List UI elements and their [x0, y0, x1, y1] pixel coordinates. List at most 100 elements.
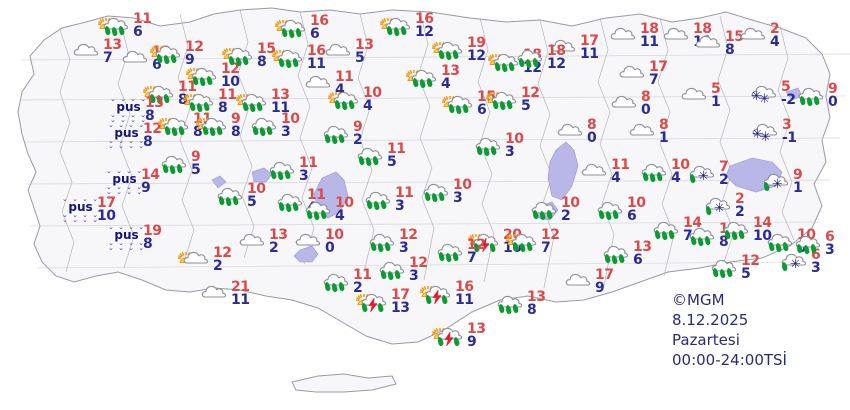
cloud-rain-icon — [592, 198, 626, 222]
min-temperature: 0 — [587, 130, 597, 146]
rain-drop-icon — [617, 253, 626, 263]
station-marker: 158 — [684, 222, 738, 249]
max-temperature: 6 — [811, 247, 821, 263]
min-temperature: 8 — [193, 124, 203, 140]
temperature-pair: 12 3 — [409, 256, 428, 283]
station-marker: 21 11 — [196, 280, 250, 307]
rain-group — [711, 267, 737, 280]
min-temperature: 11 — [271, 100, 290, 116]
min-temperature: 6 — [477, 102, 487, 118]
station-marker: 11 8 — [182, 88, 237, 116]
rain-drop-icon — [498, 100, 507, 110]
cloud-rain-icon — [790, 232, 824, 256]
station-marker: 10 3 — [246, 112, 300, 139]
rain-drop-icon — [447, 103, 456, 113]
rain-drop-icon — [284, 202, 293, 212]
max-temperature: 10 — [325, 227, 344, 243]
rain-drop-icon — [475, 145, 484, 155]
rain-drop-icon — [689, 235, 698, 245]
cloud-icon — [117, 47, 151, 71]
cloud-icon — [629, 122, 655, 136]
rain-group — [795, 243, 821, 256]
max-temperature: 2 — [770, 21, 780, 37]
rain-group — [511, 241, 537, 254]
forecast-period: 00:00-24:00TSİ — [672, 351, 787, 369]
station-marker: 11 5 — [352, 141, 406, 169]
station-marker: 13 9 — [431, 322, 486, 349]
fog-label: pus — [114, 227, 139, 242]
max-temperature: 8 — [659, 117, 669, 133]
rain-drop-icon — [424, 294, 433, 304]
min-temperature: 4 — [671, 170, 681, 186]
rain-drop-icon — [379, 269, 388, 279]
max-temperature: 11 — [387, 141, 406, 157]
rain-drop-icon — [280, 27, 289, 37]
min-temperature: 8 — [145, 108, 155, 124]
temperature-pair: 11 3 — [299, 156, 318, 183]
min-temperature: 2 — [213, 258, 223, 274]
station-marker: 16 12 — [379, 12, 434, 40]
cloud-rain-icon — [526, 198, 560, 222]
rain-drop-icon — [383, 241, 392, 251]
temperature-pair: 19 8 — [143, 223, 162, 251]
min-temperature: 4 — [335, 208, 345, 224]
snowflake-icon: ✳ — [772, 176, 783, 192]
station-marker: 17 11 — [545, 34, 599, 61]
max-temperature: 19 — [143, 223, 162, 239]
cloud-icon — [781, 252, 807, 266]
max-temperature: 17 — [97, 195, 116, 211]
cloud-rain-snow-icon: ✳ — [758, 170, 792, 194]
station-marker: 17 7 — [614, 60, 668, 87]
rain-drop-icon — [169, 53, 178, 63]
max-temperature: 11 — [353, 267, 372, 283]
rain-group — [217, 195, 243, 208]
cloud-rain-snow-icon: ✳ — [700, 194, 734, 218]
station-marker: 10 6 — [592, 196, 646, 223]
sun-cloud-rain-icon — [97, 14, 132, 38]
station-marker: 17 13 — [355, 288, 410, 316]
rain-drop-icon — [103, 25, 112, 35]
fog-icon: ⌄ ⌄ ⌄ ⌄ pus ⌄ ⌄ ⌄ ⌄ ⌄ ⌄ ⌄ ⌄ — [108, 223, 144, 251]
min-temperature: 12 — [415, 24, 434, 40]
rain-group — [603, 253, 629, 266]
rain-drop-icon — [780, 261, 789, 271]
temperature-pair: 16 11 — [455, 280, 474, 307]
max-temperature: 13 — [441, 63, 460, 79]
rain-drop-icon — [611, 209, 620, 219]
rain-group — [689, 235, 715, 248]
rain-drop-icon — [711, 267, 720, 277]
thunder-group — [436, 331, 463, 348]
rain-drop-icon — [452, 336, 461, 346]
rain-drop-icon — [277, 201, 286, 211]
min-temperature: 12 — [467, 48, 486, 64]
rain-drop-icon — [497, 303, 506, 313]
cloud-icon — [73, 42, 99, 56]
rain-group — [385, 25, 411, 38]
rain-group — [411, 77, 437, 90]
cloud-rain-icon — [762, 230, 796, 254]
forecast-weekday: Pazartesi — [672, 331, 740, 349]
rain-drop-icon — [376, 242, 385, 252]
min-temperature: 8 — [218, 100, 228, 116]
station-marker: 14 7 — [648, 216, 702, 243]
min-temperature: 3 — [505, 144, 515, 160]
cloud-rain-icon — [318, 270, 352, 294]
fog-icon: ⌄ ⌄ ⌄ ⌄ pus ⌄ ⌄ ⌄ ⌄ ⌄ ⌄ ⌄ ⌄ — [106, 167, 142, 195]
min-temperature: 3 — [825, 242, 835, 258]
max-temperature: 12 — [399, 227, 418, 243]
station-marker: ⌄ ⌄ ⌄ ⌄ pus ⌄ ⌄ ⌄ ⌄ ⌄ ⌄ ⌄ ⌄ 13 8 — [110, 95, 164, 124]
temperature-pair: 12 9 — [185, 40, 204, 67]
min-temperature: 13 — [391, 300, 410, 316]
fog-label: pus — [112, 171, 137, 186]
temperature-pair: 10 4 — [335, 196, 354, 224]
station-marker: ✳ ✳ 5 -2 — [746, 80, 796, 107]
min-temperature: 9 — [595, 280, 605, 296]
min-temperature: 0 — [828, 94, 838, 110]
rain-drop-icon — [175, 163, 184, 173]
temperature-pair: 12 8 — [143, 122, 162, 149]
cloud-rain-snow-icon: ✳ — [684, 162, 718, 186]
cloud-icon — [560, 270, 594, 294]
